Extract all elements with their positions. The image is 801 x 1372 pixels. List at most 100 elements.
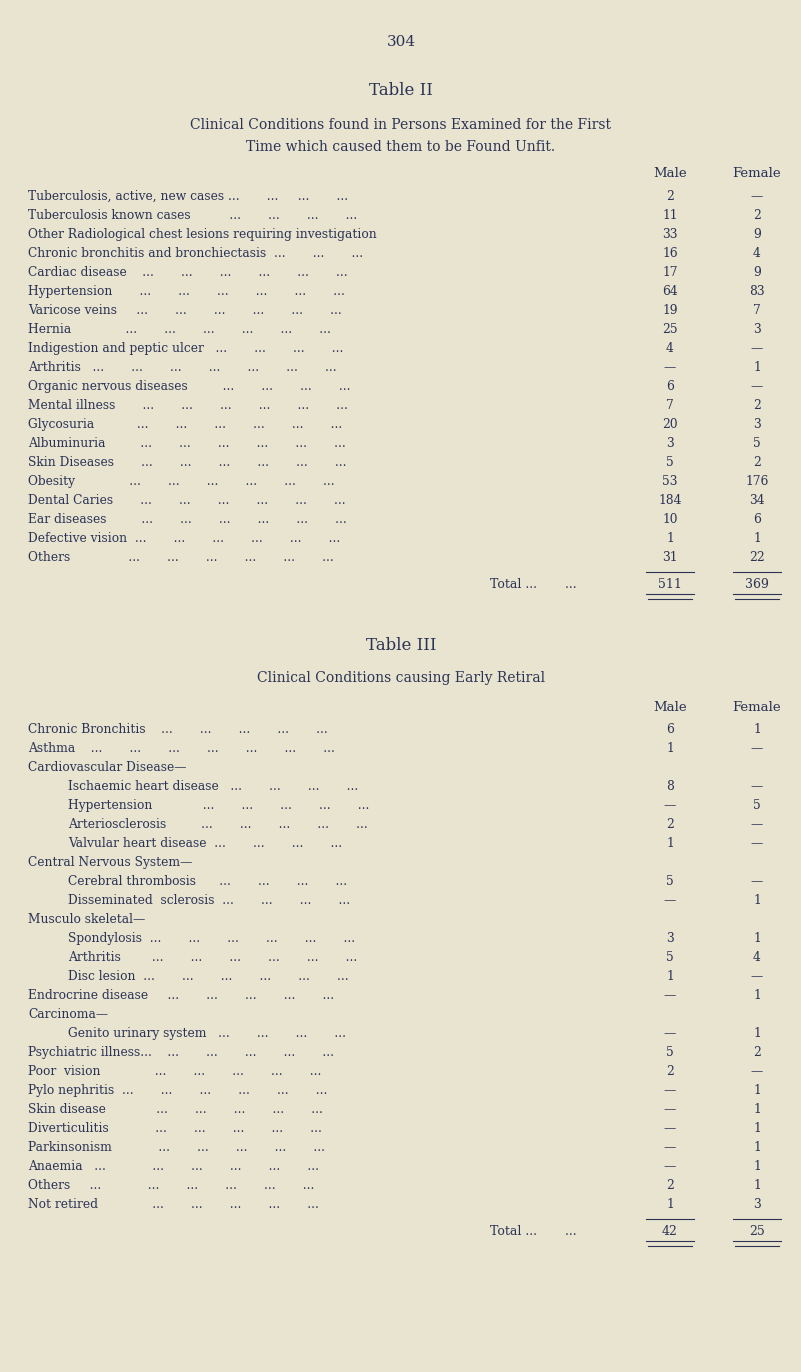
Text: —: —	[751, 189, 763, 203]
Text: Disc lesion  ...       ...       ...       ...       ...       ...: Disc lesion ... ... ... ... ... ...	[68, 970, 348, 982]
Text: 4: 4	[753, 951, 761, 965]
Text: Carcinoma—: Carcinoma—	[28, 1008, 108, 1021]
Text: 42: 42	[662, 1225, 678, 1238]
Text: Skin disease             ...       ...       ...       ...       ...: Skin disease ... ... ... ... ...	[28, 1103, 323, 1115]
Text: Others     ...            ...       ...       ...       ...       ...: Others ... ... ... ... ... ...	[28, 1179, 314, 1192]
Text: 369: 369	[745, 578, 769, 591]
Text: 3: 3	[753, 322, 761, 336]
Text: 6: 6	[666, 723, 674, 735]
Text: —: —	[664, 1122, 676, 1135]
Text: 2: 2	[753, 209, 761, 222]
Text: 1: 1	[753, 1103, 761, 1115]
Text: 19: 19	[662, 305, 678, 317]
Text: —: —	[664, 1142, 676, 1154]
Text: 22: 22	[749, 552, 765, 564]
Text: Indigestion and peptic ulcer   ...       ...       ...       ...: Indigestion and peptic ulcer ... ... ...…	[28, 342, 344, 355]
Text: 1: 1	[753, 1179, 761, 1192]
Text: —: —	[751, 742, 763, 755]
Text: Glycosuria           ...       ...       ...       ...       ...       ...: Glycosuria ... ... ... ... ... ...	[28, 418, 342, 431]
Text: 1: 1	[753, 1159, 761, 1173]
Text: Female: Female	[733, 167, 781, 180]
Text: Cerebral thrombosis      ...       ...       ...       ...: Cerebral thrombosis ... ... ... ...	[68, 875, 347, 888]
Text: 9: 9	[753, 228, 761, 241]
Text: Dental Caries       ...       ...       ...       ...       ...       ...: Dental Caries ... ... ... ... ... ...	[28, 494, 345, 508]
Text: 9: 9	[753, 266, 761, 279]
Text: Tuberculosis, active, new cases ...       ...     ...       ...: Tuberculosis, active, new cases ... ... …	[28, 189, 348, 203]
Text: 3: 3	[753, 1198, 761, 1211]
Text: 83: 83	[749, 285, 765, 298]
Text: —: —	[751, 837, 763, 851]
Text: 1: 1	[666, 1198, 674, 1211]
Text: Skin Diseases       ...       ...       ...       ...       ...       ...: Skin Diseases ... ... ... ... ... ...	[28, 456, 347, 469]
Text: Arthritis   ...       ...       ...       ...       ...       ...       ...: Arthritis ... ... ... ... ... ... ...	[28, 361, 336, 375]
Text: 4: 4	[753, 247, 761, 261]
Text: Psychiatric illness...    ...       ...       ...       ...       ...: Psychiatric illness... ... ... ... ... .…	[28, 1045, 334, 1059]
Text: 31: 31	[662, 552, 678, 564]
Text: 2: 2	[666, 1179, 674, 1192]
Text: Hypertension             ...       ...       ...       ...       ...: Hypertension ... ... ... ... ...	[68, 799, 369, 812]
Text: —: —	[664, 1028, 676, 1040]
Text: —: —	[751, 342, 763, 355]
Text: Total ...       ...: Total ... ...	[490, 578, 577, 591]
Text: Clinical Conditions found in Persons Examined for the First: Clinical Conditions found in Persons Exa…	[191, 118, 611, 132]
Text: Cardiovascular Disease—: Cardiovascular Disease—	[28, 761, 187, 774]
Text: Albuminuria         ...       ...       ...       ...       ...       ...: Albuminuria ... ... ... ... ... ...	[28, 438, 346, 450]
Text: 3: 3	[753, 418, 761, 431]
Text: 7: 7	[753, 305, 761, 317]
Text: 7: 7	[666, 399, 674, 412]
Text: Total ...       ...: Total ... ...	[490, 1225, 577, 1238]
Text: Male: Male	[653, 167, 686, 180]
Text: 1: 1	[753, 1142, 761, 1154]
Text: Tuberculosis known cases          ...       ...       ...       ...: Tuberculosis known cases ... ... ... ...	[28, 209, 357, 222]
Text: —: —	[664, 799, 676, 812]
Text: 1: 1	[753, 989, 761, 1002]
Text: —: —	[751, 781, 763, 793]
Text: Arteriosclerosis         ...       ...       ...       ...       ...: Arteriosclerosis ... ... ... ... ...	[68, 818, 368, 831]
Text: —: —	[751, 970, 763, 982]
Text: Poor  vision              ...       ...       ...       ...       ...: Poor vision ... ... ... ... ...	[28, 1065, 321, 1078]
Text: Asthma    ...       ...       ...       ...       ...       ...       ...: Asthma ... ... ... ... ... ... ...	[28, 742, 335, 755]
Text: 1: 1	[753, 361, 761, 375]
Text: 34: 34	[749, 494, 765, 508]
Text: Musculo skeletal—: Musculo skeletal—	[28, 912, 145, 926]
Text: Cardiac disease    ...       ...       ...       ...       ...       ...: Cardiac disease ... ... ... ... ... ...	[28, 266, 348, 279]
Text: 10: 10	[662, 513, 678, 525]
Text: —: —	[664, 989, 676, 1002]
Text: 1: 1	[666, 970, 674, 982]
Text: 64: 64	[662, 285, 678, 298]
Text: 2: 2	[753, 1045, 761, 1059]
Text: Table III: Table III	[366, 637, 437, 654]
Text: 6: 6	[753, 513, 761, 525]
Text: 20: 20	[662, 418, 678, 431]
Text: 25: 25	[749, 1225, 765, 1238]
Text: Chronic Bronchitis    ...       ...       ...       ...       ...: Chronic Bronchitis ... ... ... ... ...	[28, 723, 328, 735]
Text: Ear diseases         ...       ...       ...       ...       ...       ...: Ear diseases ... ... ... ... ... ...	[28, 513, 347, 525]
Text: Genito urinary system   ...       ...       ...       ...: Genito urinary system ... ... ... ...	[68, 1028, 346, 1040]
Text: 1: 1	[753, 895, 761, 907]
Text: 1: 1	[753, 723, 761, 735]
Text: 1: 1	[666, 837, 674, 851]
Text: —: —	[751, 818, 763, 831]
Text: —: —	[664, 1084, 676, 1098]
Text: 2: 2	[666, 1065, 674, 1078]
Text: 5: 5	[666, 1045, 674, 1059]
Text: Ischaemic heart disease   ...       ...       ...       ...: Ischaemic heart disease ... ... ... ...	[68, 781, 358, 793]
Text: 5: 5	[666, 456, 674, 469]
Text: Hypertension       ...       ...       ...       ...       ...       ...: Hypertension ... ... ... ... ... ...	[28, 285, 345, 298]
Text: Male: Male	[653, 701, 686, 713]
Text: 25: 25	[662, 322, 678, 336]
Text: 2: 2	[666, 818, 674, 831]
Text: —: —	[751, 1065, 763, 1078]
Text: 511: 511	[658, 578, 682, 591]
Text: 1: 1	[753, 532, 761, 545]
Text: Others               ...       ...       ...       ...       ...       ...: Others ... ... ... ... ... ...	[28, 552, 334, 564]
Text: 5: 5	[753, 799, 761, 812]
Text: Spondylosis  ...       ...       ...       ...       ...       ...: Spondylosis ... ... ... ... ... ...	[68, 932, 355, 945]
Text: Diverticulitis            ...       ...       ...       ...       ...: Diverticulitis ... ... ... ... ...	[28, 1122, 322, 1135]
Text: 304: 304	[386, 36, 416, 49]
Text: Varicose veins     ...       ...       ...       ...       ...       ...: Varicose veins ... ... ... ... ... ...	[28, 305, 342, 317]
Text: 17: 17	[662, 266, 678, 279]
Text: —: —	[664, 361, 676, 375]
Text: Parkinsonism            ...       ...       ...       ...       ...: Parkinsonism ... ... ... ... ...	[28, 1142, 325, 1154]
Text: Valvular heart disease  ...       ...       ...       ...: Valvular heart disease ... ... ... ...	[68, 837, 342, 851]
